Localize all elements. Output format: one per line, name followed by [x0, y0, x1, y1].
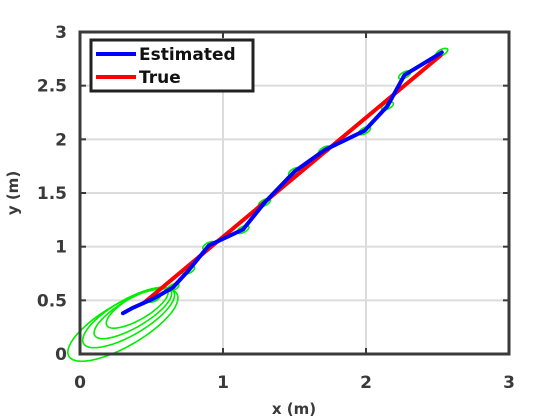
series-lines	[120, 50, 444, 316]
y-tick-label-5: 2.5	[37, 77, 67, 97]
point-estimated-5	[207, 244, 211, 248]
point-estimated-3	[171, 285, 175, 290]
x-tick-label-0: 0	[74, 373, 86, 393]
x-tick-label-1: 1	[217, 373, 229, 393]
x-tick-labels: 0 1 2 3	[74, 373, 515, 393]
axis-ticks	[79, 31, 510, 355]
point-estimated-11	[385, 104, 389, 108]
y-tick-label-2: 1	[55, 238, 67, 258]
y-tick-label-0: 0	[55, 345, 67, 365]
point-estimated-10	[363, 129, 367, 133]
y-tick-labels: 0 0.5 1 1.5 2 2.5 3	[37, 23, 67, 365]
uncertainty-ellipse-3	[105, 286, 169, 330]
point-estimated-1	[131, 306, 135, 310]
y-tick-label-4: 2	[55, 130, 67, 150]
point-estimated-9	[322, 148, 327, 152]
x-tick-label-3: 3	[503, 373, 515, 393]
point-estimated-13	[440, 50, 444, 55]
y-axis-label: y (m)	[4, 171, 22, 215]
y-tick-label-1: 0.5	[37, 291, 67, 311]
point-estimated-2	[152, 296, 156, 300]
uncertainty-ellipse-14	[397, 70, 412, 80]
point-estimated-7	[262, 201, 267, 205]
legend-label-estimated: Estimated	[139, 45, 236, 65]
y-tick-label-6: 3	[55, 23, 67, 43]
legend-label-true: True	[139, 68, 181, 88]
point-estimated-6	[241, 227, 245, 232]
x-tick-label-2: 2	[360, 373, 372, 393]
legend: Estimated True	[89, 38, 255, 93]
y-tick-label-3: 1.5	[37, 184, 67, 204]
point-estimated-8	[292, 169, 297, 174]
point-estimated-4	[187, 268, 191, 272]
legend-box	[89, 38, 255, 93]
point-estimated-12	[403, 73, 407, 77]
series-line-estimated	[120, 50, 444, 316]
point-estimated-0	[121, 311, 125, 315]
x-axis-label: x (m)	[272, 400, 316, 418]
